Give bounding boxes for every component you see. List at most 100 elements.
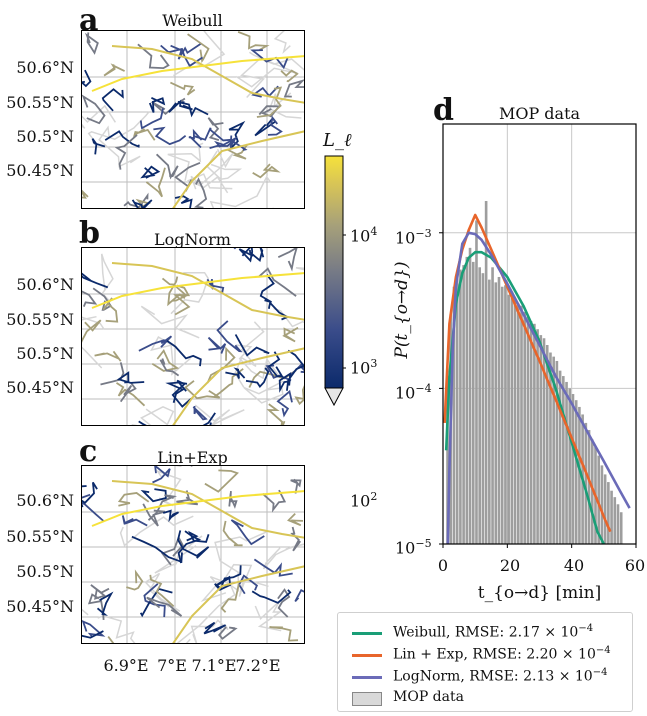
highway-segment (91, 272, 304, 309)
map-title-a: Weibull (162, 11, 223, 30)
road-segment (170, 271, 209, 315)
highway-segment (111, 262, 304, 321)
hist-bar (494, 282, 498, 544)
road-network-map-b (82, 248, 304, 425)
road-segment (262, 543, 304, 570)
highway-segment (172, 565, 304, 643)
road-segment (280, 69, 299, 83)
y-tick-label: 10−4 (395, 382, 432, 403)
hist-bar (597, 455, 601, 544)
hist-bar (507, 294, 510, 544)
road-segment (103, 63, 125, 77)
road-segment (96, 591, 114, 616)
road-segment (214, 575, 232, 591)
hist-bar (613, 497, 617, 544)
road-segment (235, 344, 282, 380)
highway-segment (172, 130, 304, 208)
road-segment (121, 515, 148, 527)
hist-bar (610, 490, 613, 544)
road-segment (132, 128, 156, 141)
lon-tick: 6.9°E (103, 656, 149, 675)
lat-tick: 50.45°N (6, 161, 74, 180)
map-title-b: LogNorm (154, 230, 231, 249)
plot-frame (442, 123, 637, 545)
road-segment (294, 385, 304, 406)
road-segment (225, 367, 246, 379)
road-segment (82, 189, 89, 199)
hist-bar (468, 247, 472, 544)
road-segment (149, 574, 175, 607)
road-segment (238, 574, 259, 595)
hist-bar (459, 269, 462, 544)
hist-bar (481, 273, 485, 544)
panel-letter-c: c (79, 434, 98, 469)
colorbar-tick-1e3: 103 (350, 357, 378, 378)
road-segment (269, 626, 299, 642)
road-segment (251, 589, 292, 604)
road-segment (82, 315, 103, 369)
road-segment (119, 382, 137, 403)
map-c (81, 465, 305, 644)
road-segment (90, 584, 110, 600)
hist-bar (520, 305, 523, 544)
lat-tick: 50.45°N (6, 378, 74, 397)
road-segment (276, 389, 293, 418)
road-segment (288, 363, 304, 378)
hist-bar (616, 504, 620, 544)
road-segment (176, 490, 199, 506)
road-segment (214, 135, 238, 148)
map-b (81, 247, 305, 426)
road-segment (114, 134, 138, 170)
road-segment (170, 81, 196, 96)
road-segment (204, 469, 239, 493)
road-segment (139, 587, 173, 618)
lat-tick: 50.5°N (16, 127, 74, 146)
road-segment (207, 336, 227, 354)
road-segment (176, 581, 236, 643)
road-segment (140, 305, 200, 339)
road-segment (82, 501, 105, 523)
road-segment (162, 509, 179, 523)
colorbar-label: L_ℓ (323, 130, 351, 151)
road-segment (82, 319, 102, 343)
hist-bar (545, 345, 549, 544)
lon-tick: 7.1°E (191, 656, 237, 675)
highway-segment (91, 55, 304, 92)
road-segment (147, 494, 178, 521)
road-segment (138, 335, 173, 352)
lat-tick: 50.55°N (6, 310, 74, 329)
hist-bar (526, 316, 530, 544)
lon-tick: 7.2°E (235, 656, 281, 675)
road-segment (151, 348, 180, 372)
road-segment (228, 120, 246, 150)
colorbar-bar (324, 155, 346, 407)
road-segment (213, 368, 244, 398)
road-segment (155, 153, 179, 180)
road-segment (97, 615, 136, 643)
road-segment (116, 382, 146, 407)
legend: Weibull, RMSE: 2.17 × 10−4 Lin + Exp, RM… (337, 612, 633, 712)
hist-ylabel: P(t_{o→d}) (392, 260, 412, 360)
map-title-c: Lin+Exp (157, 448, 228, 467)
hist-bar (513, 299, 517, 544)
hist-bar (568, 388, 572, 544)
road-segment (166, 339, 202, 367)
road-segment (230, 519, 265, 546)
hist-bar (465, 256, 469, 544)
road-segment (101, 88, 124, 112)
hist-bar (484, 201, 488, 544)
road-segment (139, 108, 164, 130)
y-tick-label: 10−5 (395, 537, 432, 558)
road-segment (123, 192, 149, 208)
road-segment (227, 143, 249, 160)
road-segment (146, 596, 183, 617)
road-segment (238, 248, 254, 263)
road-segment (168, 99, 193, 113)
lat-tick: 50.6°N (16, 275, 74, 294)
highway-segment (172, 347, 304, 425)
road-segment (251, 85, 279, 98)
road-segment (82, 290, 98, 307)
hist-title: MOP data (498, 104, 581, 123)
road-segment (152, 466, 171, 484)
panel-letter-d: d (433, 93, 454, 128)
